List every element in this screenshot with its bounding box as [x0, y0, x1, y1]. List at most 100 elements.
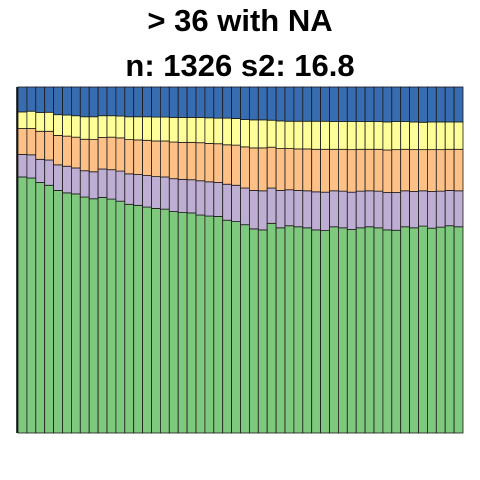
bar-segment-33-3	[302, 148, 313, 192]
bar-segment-36-5	[329, 86, 339, 122]
bar-segment-42-5	[382, 86, 393, 123]
bar-segment-3-2	[35, 158, 46, 183]
bar-segment-21-4	[195, 117, 206, 144]
bar-segment-36-2	[329, 190, 339, 228]
bar-segment-11-4	[106, 115, 117, 138]
bar-segment-20-1	[186, 212, 197, 434]
bar-segment-21-3	[195, 142, 206, 182]
bar-segment-8-2	[79, 170, 90, 198]
bar-segment-36-4	[329, 121, 339, 150]
bar-segment-37-1	[337, 227, 348, 434]
bar-segment-40-5	[364, 86, 375, 122]
bar-segment-2-2	[26, 154, 37, 179]
bar-segment-38-5	[346, 86, 357, 122]
bar-segment-49-2	[444, 190, 455, 227]
bar-segment-42-4	[382, 121, 393, 151]
bar-segment-37-3	[337, 148, 348, 192]
bar-segment-16-2	[151, 176, 161, 209]
bar-segment-46-5	[418, 86, 428, 123]
bar-segment-27-2	[248, 190, 259, 230]
bar-segment-45-2	[409, 191, 419, 229]
bar-segment-46-4	[418, 121, 428, 151]
bar-segment-5-3	[53, 135, 63, 166]
bar-segment-43-4	[391, 121, 402, 151]
bar-segment-15-4	[142, 116, 152, 141]
bar-segment-41-3	[373, 148, 384, 192]
bar-segment-31-1	[284, 225, 295, 434]
bar-segment-1-4	[17, 111, 28, 129]
bar-segment-29-1	[266, 222, 277, 434]
bar-segment-44-3	[400, 148, 411, 192]
bar-segment-25-5	[231, 86, 241, 119]
bar-segment-30-5	[275, 86, 286, 122]
bar-segment-34-4	[311, 120, 322, 150]
bar-segment-32-3	[293, 148, 304, 191]
bar-segment-44-5	[400, 86, 411, 122]
bar-segment-28-3	[257, 147, 268, 192]
bar-segment-29-4	[266, 119, 277, 148]
bar-segment-45-5	[409, 86, 419, 123]
bar-segment-37-5	[337, 86, 348, 122]
bar-segment-12-5	[115, 86, 126, 117]
bar-segment-41-1	[373, 227, 384, 434]
bar-segment-33-5	[302, 86, 313, 122]
bar-segment-35-2	[320, 191, 330, 231]
bar-segment-32-4	[293, 120, 304, 150]
bar-segment-42-2	[382, 192, 393, 231]
bar-segment-23-1	[213, 215, 224, 434]
bar-segment-42-3	[382, 149, 393, 193]
bar-segment-5-1	[53, 190, 63, 434]
bar-segment-31-5	[284, 86, 295, 122]
bar-segment-39-1	[355, 227, 366, 434]
bar-segment-1-1	[17, 176, 28, 434]
bar-segment-2-5	[26, 86, 37, 112]
bar-segment-26-2	[240, 187, 250, 226]
bar-segment-39-3	[355, 148, 366, 192]
bar-segment-1-5	[17, 86, 28, 113]
bar-segment-6-1	[62, 192, 72, 434]
bar-segment-5-2	[53, 164, 63, 191]
bar-segment-24-4	[222, 117, 232, 146]
bar-segment-40-4	[364, 121, 375, 150]
bar-segment-28-1	[257, 229, 268, 434]
bar-segment-10-3	[97, 137, 108, 170]
bar-segment-26-1	[240, 224, 250, 434]
bar-segment-12-3	[115, 137, 126, 172]
bar-segment-19-4	[177, 117, 188, 143]
bar-segment-36-3	[329, 148, 339, 192]
bar-segment-27-3	[248, 147, 259, 191]
bar-segment-24-2	[222, 183, 232, 221]
bar-segment-49-3	[444, 148, 455, 191]
bar-segment-11-3	[106, 136, 117, 171]
bar-segment-49-4	[444, 121, 455, 150]
bar-segment-29-3	[266, 146, 277, 189]
bar-segment-28-2	[257, 190, 268, 231]
bar-segment-39-4	[355, 121, 366, 150]
bar-segment-40-2	[364, 190, 375, 228]
bar-segment-21-5	[195, 86, 206, 118]
bar-segment-39-2	[355, 190, 366, 229]
bar-segment-16-5	[151, 86, 161, 118]
bar-segment-23-4	[213, 117, 224, 145]
bar-segment-13-4	[124, 116, 135, 141]
bar-segment-22-4	[204, 117, 215, 144]
bar-segment-14-3	[133, 139, 143, 175]
bar-segment-45-4	[409, 121, 419, 151]
bar-segment-9-4	[88, 116, 99, 141]
bar-segment-35-1	[320, 230, 330, 434]
bar-segment-29-2	[266, 187, 277, 224]
bar-segment-22-2	[204, 181, 215, 217]
bar-segment-8-4	[79, 116, 90, 140]
bar-segment-16-4	[151, 116, 161, 142]
bar-segment-24-5	[222, 86, 232, 119]
bar-segment-34-5	[311, 86, 322, 122]
bar-segment-3-5	[35, 86, 46, 114]
bar-segment-50-2	[453, 190, 464, 228]
bar-segment-30-3	[275, 148, 286, 191]
bar-segment-32-1	[293, 226, 304, 434]
bar-segment-39-5	[355, 86, 366, 122]
bar-segment-46-1	[418, 225, 428, 434]
bar-segment-25-1	[231, 221, 241, 434]
bar-segment-48-4	[435, 121, 446, 151]
bar-segment-20-3	[186, 141, 197, 181]
